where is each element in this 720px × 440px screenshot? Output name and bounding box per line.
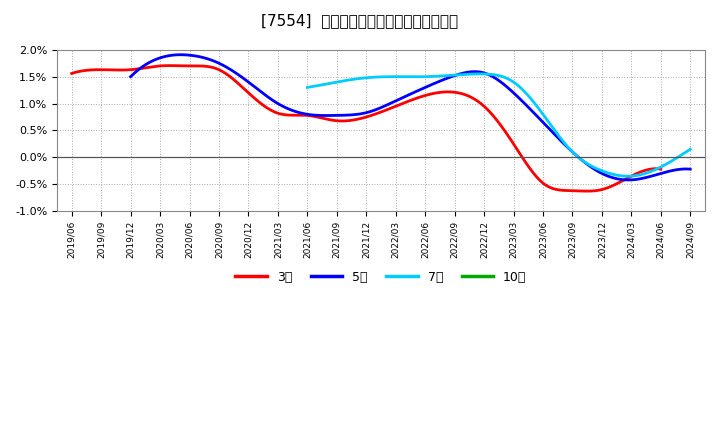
- 3年: [420, 93, 428, 99]
- 3年: [606, 184, 614, 190]
- 3年: [584, 188, 593, 194]
- 3年: [166, 63, 174, 68]
- Text: [7554]  経常利益マージンの平均値の推移: [7554] 経常利益マージンの平均値の推移: [261, 13, 459, 28]
- 3年: [430, 91, 438, 96]
- 7年: [686, 147, 695, 152]
- 7年: [652, 166, 661, 172]
- 5年: [126, 74, 135, 79]
- 7年: [532, 103, 541, 108]
- 7年: [629, 173, 637, 179]
- Line: 7年: 7年: [307, 74, 690, 176]
- 5年: [471, 69, 480, 74]
- 5年: [459, 70, 468, 76]
- 3年: [68, 71, 76, 76]
- 7年: [476, 71, 485, 77]
- 3年: [566, 188, 575, 193]
- 7年: [303, 85, 312, 90]
- 3年: [418, 94, 427, 99]
- Legend: 3年, 5年, 7年, 10年: 3年, 5年, 7年, 10年: [230, 266, 531, 289]
- 5年: [600, 172, 608, 177]
- 5年: [624, 177, 633, 183]
- 5年: [686, 166, 695, 172]
- 3年: [657, 166, 665, 172]
- 5年: [177, 52, 186, 57]
- 7年: [539, 112, 547, 117]
- Line: 5年: 5年: [130, 55, 690, 180]
- Line: 3年: 3年: [72, 66, 661, 191]
- 7年: [624, 174, 632, 179]
- 5年: [128, 72, 137, 77]
- 7年: [305, 84, 313, 90]
- 7年: [531, 102, 539, 107]
- 5年: [637, 176, 646, 181]
- 5年: [462, 70, 470, 75]
- 3年: [69, 70, 78, 76]
